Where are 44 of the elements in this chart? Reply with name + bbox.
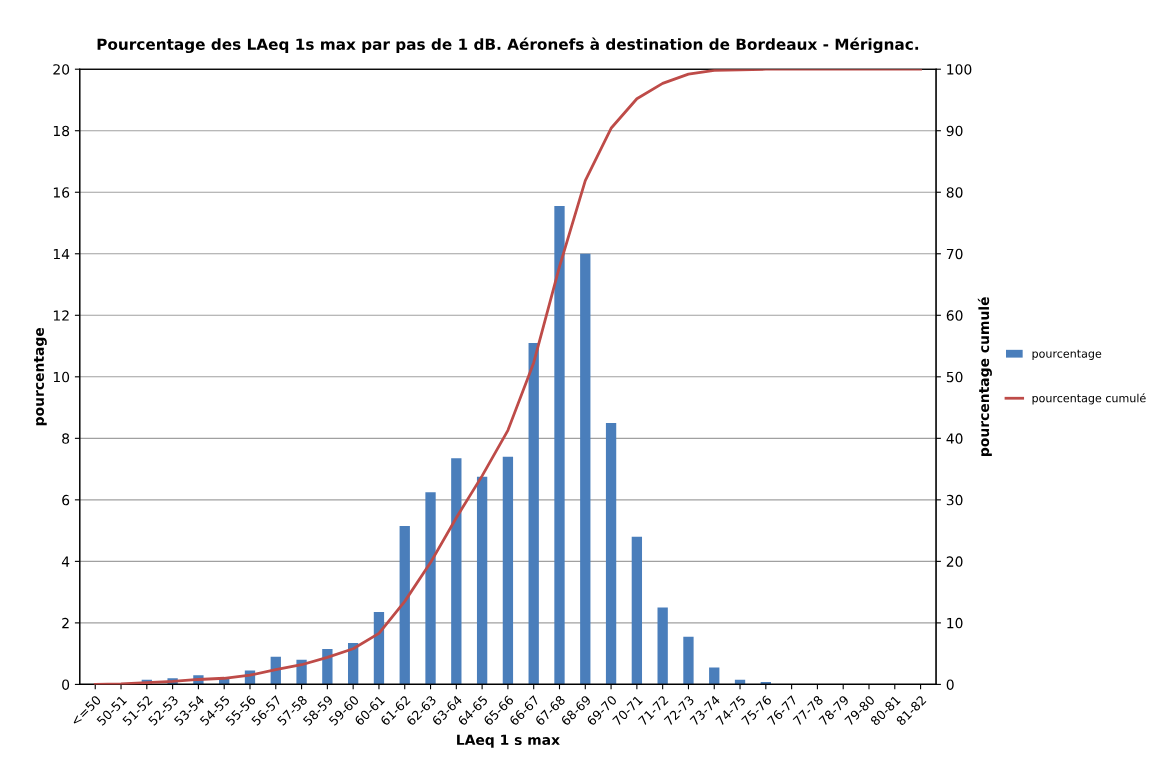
y-tick-label: 8	[62, 433, 70, 444]
legend-label: pourcentage cumulé	[1032, 393, 1146, 405]
bar	[399, 526, 410, 685]
y2-tick-label: 60	[946, 310, 963, 321]
y2-tick-label: 30	[946, 494, 963, 506]
bar	[476, 476, 488, 685]
y-axis-title: pourcentage	[34, 327, 47, 426]
bar	[502, 456, 514, 685]
legend-label: pourcentage	[1032, 349, 1102, 360]
y2-axis-title: pourcentage cumulé	[977, 297, 992, 456]
y2-tick-label: 0	[946, 679, 954, 690]
bar	[373, 612, 385, 685]
bar	[425, 492, 436, 685]
y2-tick-label: 20	[946, 556, 963, 567]
y-tick-label: 16	[53, 187, 70, 198]
y2-tick-label: 40	[946, 433, 963, 444]
bar	[683, 636, 694, 685]
y2-tick-label: 80	[946, 187, 963, 198]
chart-title: Pourcentage des LAeq 1s max par pas de 1 dB. Aéronefs à destination de Bordeaux - Mérignac.	[97, 37, 919, 54]
y-tick-label: 2	[62, 617, 69, 629]
y-tick-label: 4	[61, 556, 70, 567]
y2-tick-label: 100	[947, 64, 972, 75]
y-tick-label: 18	[53, 125, 70, 137]
bar	[631, 536, 643, 685]
y2-tick-label: 50	[946, 371, 963, 383]
y2-tick-label: 70	[946, 248, 963, 260]
y-tick-label: 0	[62, 679, 70, 690]
y-tick-label: 14	[53, 248, 70, 260]
bar	[580, 253, 591, 685]
bar	[605, 422, 617, 685]
bar	[657, 607, 668, 685]
y-tick-label: 6	[62, 494, 70, 506]
y-tick-label: 12	[53, 310, 69, 321]
x-axis-title: LAeq 1 s max	[457, 734, 560, 748]
y-tick-label: 20	[53, 64, 70, 75]
y2-tick-label: 10	[947, 617, 963, 629]
bar	[554, 206, 565, 685]
bar	[709, 667, 720, 685]
y-tick-label: 10	[53, 371, 70, 383]
bar	[451, 458, 462, 685]
line-series	[93, 69, 922, 685]
bar	[322, 649, 333, 685]
bar	[528, 342, 539, 685]
y2-tick-label: 90	[946, 125, 963, 137]
